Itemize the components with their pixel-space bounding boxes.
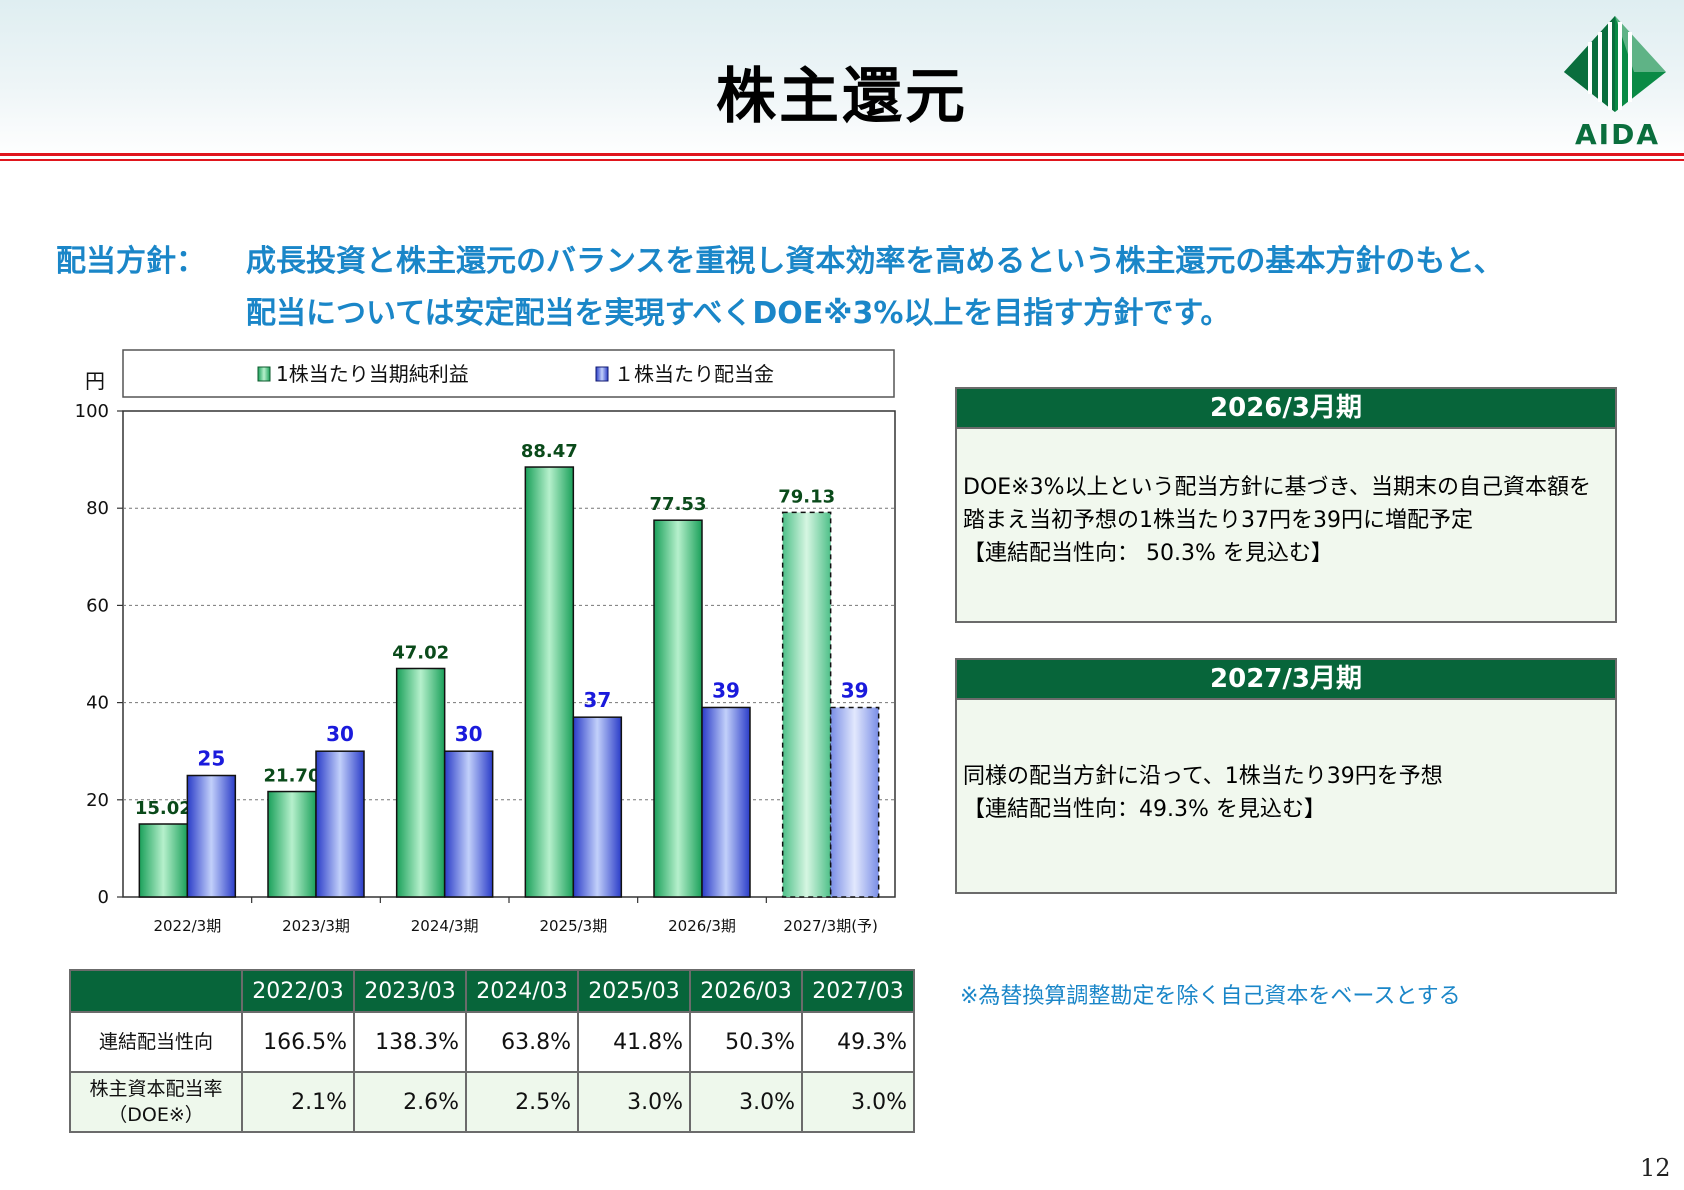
- dps-bar: [701, 706, 751, 898]
- table-cell: 166.5%: [241, 1011, 355, 1073]
- eps-bar: [653, 519, 703, 898]
- y-tick-label: 80: [86, 498, 109, 519]
- legend-label: １株当たり配当金: [614, 362, 774, 386]
- dps-bar: [315, 750, 365, 898]
- policy-line-1: 成長投資と株主還元のバランスを重視し資本効率を高めるという株主還元の基本方針のも…: [246, 244, 1504, 279]
- aida-logo-icon: [1564, 16, 1666, 112]
- y-tick-label: 100: [75, 401, 109, 422]
- box-2027: 2027/3月期 同様の配当方針に沿って、1株当たり39円を予想 【連結配当性向…: [955, 658, 1617, 894]
- dps-bar: [443, 750, 494, 898]
- eps-data-label: 79.13: [778, 486, 835, 507]
- header-red-line: [0, 153, 1684, 156]
- dps-data-label: 37: [583, 688, 611, 712]
- box-2026-title: 2026/3月期: [957, 389, 1615, 429]
- chart-legend: [122, 349, 895, 398]
- table-cell: 3.0%: [689, 1071, 803, 1133]
- table-cell: 2.5%: [465, 1071, 579, 1133]
- dps-bar: [829, 706, 880, 898]
- table-row: 連結配当性向 166.5% 138.3% 63.8% 41.8% 50.3% 4…: [69, 1011, 915, 1073]
- box-2026-line-1: DOE※3%以上という配当方針に基づき、当期末の自己資本額を: [963, 475, 1591, 500]
- dps-bar: [572, 716, 623, 898]
- x-tick-label: 2024/3期: [411, 917, 479, 935]
- table-row: 株主資本配当率 （DOE※） 2.1% 2.6% 2.5% 3.0% 3.0% …: [69, 1071, 915, 1133]
- eps-bar: [781, 511, 832, 898]
- row-label-doe-b: （DOE※）: [108, 1104, 204, 1126]
- policy-label: 配当方針：: [56, 244, 206, 279]
- box-2027-title: 2027/3月期: [957, 660, 1615, 700]
- table-cell: 3.0%: [801, 1071, 915, 1133]
- eps-bar: [395, 667, 446, 898]
- row-label-payout-ratio: 連結配当性向: [69, 1011, 243, 1073]
- table-cell: 3.0%: [577, 1071, 691, 1133]
- eps-data-label: 77.53: [650, 494, 707, 515]
- header-red-line-thin: [0, 159, 1684, 161]
- y-tick-label: 20: [86, 790, 109, 811]
- plot-area: [122, 410, 896, 898]
- policy-line-2: 配当については安定配当を実現すべくDOE※3%以上を目指す方針です。: [246, 296, 1231, 331]
- payout-table: 2022/03 2023/03 2024/03 2025/03 2026/03 …: [69, 969, 915, 1133]
- row-label-doe: 株主資本配当率 （DOE※）: [69, 1071, 243, 1133]
- eps-bar: [524, 466, 575, 898]
- table-cell: 63.8%: [465, 1011, 579, 1073]
- dps-data-label: 39: [841, 678, 869, 702]
- eps-data-label: 47.02: [392, 642, 449, 663]
- y-tick-label: 0: [98, 887, 109, 908]
- x-tick-label: 2023/3期: [282, 917, 350, 935]
- table-header: 2025/03: [577, 969, 691, 1013]
- row-label-doe-a: 株主資本配当率: [89, 1078, 223, 1100]
- table-header: 2023/03: [353, 969, 467, 1013]
- page-number: 12: [1640, 1154, 1671, 1182]
- logo-text: AIDA: [1575, 118, 1660, 151]
- dps-data-label: 25: [197, 747, 225, 771]
- legend-swatch: [595, 366, 609, 382]
- dps-bar: [186, 774, 237, 898]
- x-tick-label: 2026/3期: [668, 917, 736, 935]
- box-2026-line-2: 踏まえ当初予想の1株当たり37円を39円に増配予定: [963, 508, 1473, 533]
- x-tick-label: 2025/3期: [539, 917, 607, 935]
- x-tick-label: 2022/3期: [153, 917, 221, 935]
- box-2027-line-2: 【連結配当性向：49.3% を見込む】: [963, 797, 1326, 822]
- table-header: 2027/03: [801, 969, 915, 1013]
- y-tick-label: 40: [86, 693, 109, 714]
- box-2027-body: 同様の配当方針に沿って、1株当たり39円を予想 【連結配当性向：49.3% を見…: [957, 700, 1615, 826]
- legend-swatch: [257, 366, 271, 382]
- table-header: 2024/03: [465, 969, 579, 1013]
- table-cell: 41.8%: [577, 1011, 691, 1073]
- eps-data-label: 88.47: [521, 441, 578, 462]
- table-cell: 49.3%: [801, 1011, 915, 1073]
- table-corner: [69, 969, 243, 1013]
- dps-data-label: 30: [455, 722, 483, 746]
- page-title: 株主還元: [716, 62, 968, 132]
- dps-data-label: 39: [712, 678, 740, 702]
- x-tick-label: 2027/3期(予): [783, 917, 877, 935]
- legend-label: 1株当たり当期純利益: [276, 362, 469, 386]
- y-tick-label: 60: [86, 595, 109, 616]
- table-header-row: 2022/03 2023/03 2024/03 2025/03 2026/03 …: [69, 969, 915, 1013]
- header-band: [0, 0, 1684, 161]
- table-cell: 138.3%: [353, 1011, 467, 1073]
- box-2026-line-3: 【連結配当性向： 50.3% を見込む】: [963, 541, 1333, 566]
- box-2026: 2026/3月期 DOE※3%以上という配当方針に基づき、当期末の自己資本額を …: [955, 387, 1617, 623]
- footnote-equity: ※為替換算調整勘定を除く自己資本をベースとする: [960, 984, 1461, 1009]
- table-header: 2026/03: [689, 969, 803, 1013]
- eps-data-label: 15.02: [135, 798, 192, 819]
- table-cell: 2.6%: [353, 1071, 467, 1133]
- eps-dps-bar-chart: 1株当たり当期純利益 １株当たり配当金 円 0 20 40 60 80 100 2022/3期 1…: [75, 349, 896, 935]
- table-cell: 50.3%: [689, 1011, 803, 1073]
- table-header: 2022/03: [241, 969, 355, 1013]
- box-2026-body: DOE※3%以上という配当方針に基づき、当期末の自己資本額を 踏まえ当初予想の1…: [957, 429, 1615, 570]
- table-cell: 2.1%: [241, 1071, 355, 1133]
- eps-bar: [267, 790, 317, 898]
- eps-data-label: 21.70: [264, 766, 321, 787]
- y-axis-unit: 円: [85, 369, 105, 393]
- dps-data-label: 30: [326, 722, 354, 746]
- eps-bar: [138, 823, 189, 898]
- box-2027-line-1: 同様の配当方針に沿って、1株当たり39円を予想: [963, 764, 1443, 789]
